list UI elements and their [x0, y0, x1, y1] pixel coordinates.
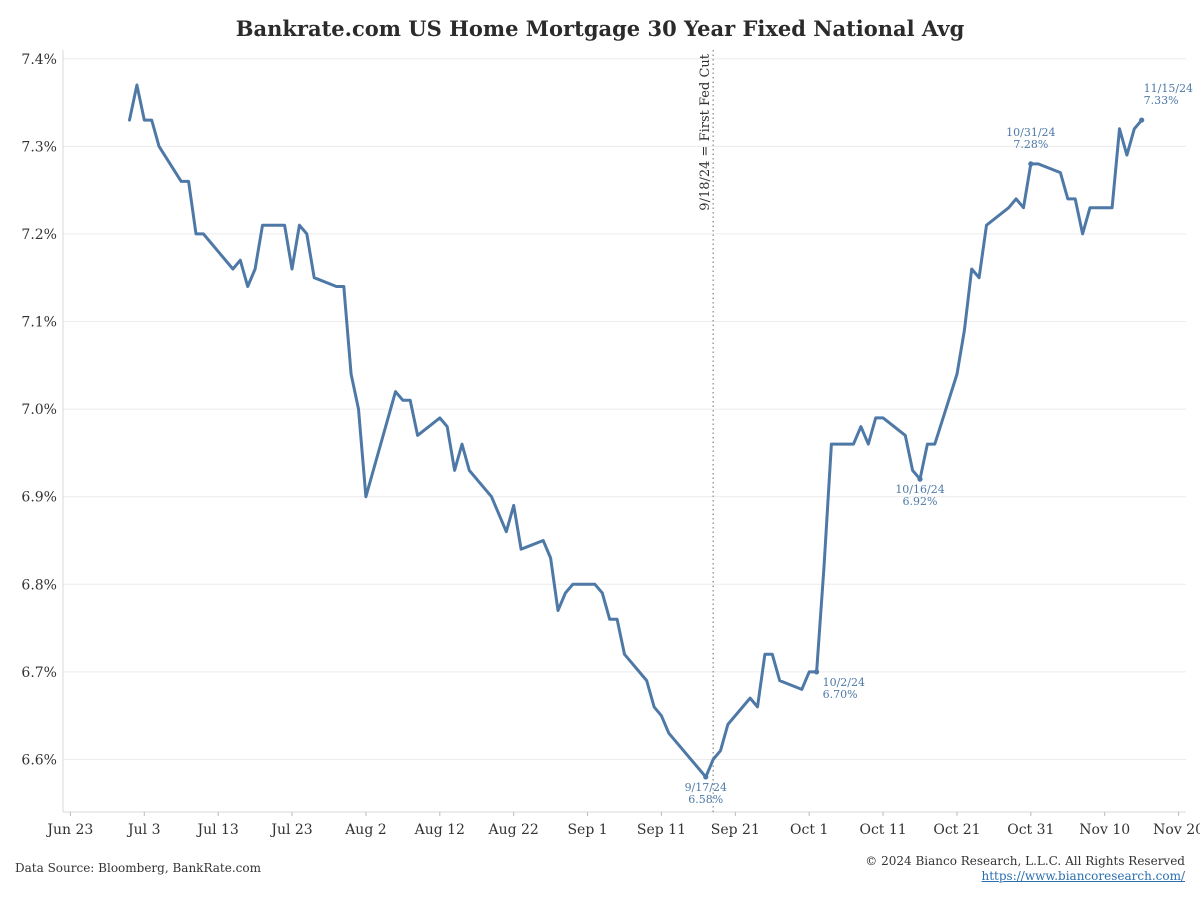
data-source-text: Data Source: Bloomberg, BankRate.com — [15, 861, 261, 875]
x-tick-label: Aug 2 — [344, 822, 386, 838]
annotation-date-label: 10/31/24 — [1006, 126, 1055, 139]
grid-lines — [63, 58, 1186, 760]
y-tick-label: 6.9% — [21, 490, 57, 506]
annotations-group: 9/17/246.58% 10/2/246.70% 10/16/246.92% 10/… — [685, 82, 1194, 806]
x-tick-label: Nov 10 — [1079, 822, 1130, 838]
annotation-value-label: 6.58% — [688, 793, 723, 806]
annotation-date-label: 11/15/24 — [1144, 82, 1193, 95]
x-tick-label: Nov 20 — [1153, 822, 1200, 838]
y-tick-label: 6.8% — [21, 577, 57, 593]
annotation-marker — [703, 774, 709, 780]
series-group — [128, 83, 1144, 779]
copyright-text: © 2024 Bianco Research, L.L.C. All Right… — [865, 854, 1185, 868]
x-tick-label: Sep 21 — [711, 822, 760, 838]
annotation-value-label: 6.92% — [903, 495, 938, 508]
x-tick-label: Aug 22 — [487, 822, 538, 838]
x-tick-label: Oct 21 — [933, 822, 980, 838]
annotation-marker — [1028, 161, 1034, 167]
footer-credits: © 2024 Bianco Research, L.L.C. All Right… — [865, 854, 1185, 884]
x-tick-label: Jul 3 — [126, 822, 160, 838]
annotation-date-label: 10/2/24 — [823, 676, 865, 689]
x-tick-label: Oct 31 — [1007, 822, 1054, 838]
chart-title: Bankrate.com US Home Mortgage 30 Year Fi… — [235, 16, 965, 41]
y-tick-label: 7.2% — [21, 227, 57, 243]
annotation-date-label: 9/17/24 — [685, 781, 727, 794]
reference-line-group: 9/18/24 = First Fed Cut — [698, 50, 714, 812]
x-tick-label: Jul 23 — [269, 822, 312, 838]
y-tick-label: 6.6% — [21, 752, 57, 768]
x-tick-label: Jun 23 — [45, 822, 93, 838]
x-tick-label: Jul 13 — [195, 822, 238, 838]
mortgage-rate-line — [128, 83, 1144, 779]
first-fed-cut-label: 9/18/24 = First Fed Cut — [698, 53, 713, 210]
y-tick-label: 7.1% — [21, 315, 57, 331]
annotation-value-label: 7.28% — [1013, 138, 1048, 151]
y-tick-label: 7.4% — [21, 52, 57, 68]
x-tick-label: Oct 1 — [790, 822, 828, 838]
y-tick-label: 7.0% — [21, 402, 57, 418]
annotation-marker — [813, 669, 820, 675]
annotation-marker — [1139, 117, 1145, 123]
annotation-marker — [917, 476, 923, 482]
annotation-date-label: 10/16/24 — [895, 483, 944, 496]
y-tick-label: 6.7% — [21, 665, 57, 681]
x-tick-label: Oct 11 — [859, 822, 906, 838]
x-tick-label: Sep 1 — [567, 822, 607, 838]
annotation-value-label: 6.70% — [823, 688, 858, 701]
y-tick-label: 7.3% — [21, 139, 57, 155]
axes: 6.6% 6.7% 6.8% 6.9% 7.0% 7.1% 7.2% 7.3% 7.4% Jun … — [21, 50, 1200, 838]
annotation-value-label: 7.33% — [1144, 94, 1179, 107]
x-tick-label: Aug 12 — [414, 822, 465, 838]
website-link[interactable]: https://www.biancoresearch.com/ — [981, 869, 1185, 883]
x-tick-label: Sep 11 — [637, 822, 686, 838]
